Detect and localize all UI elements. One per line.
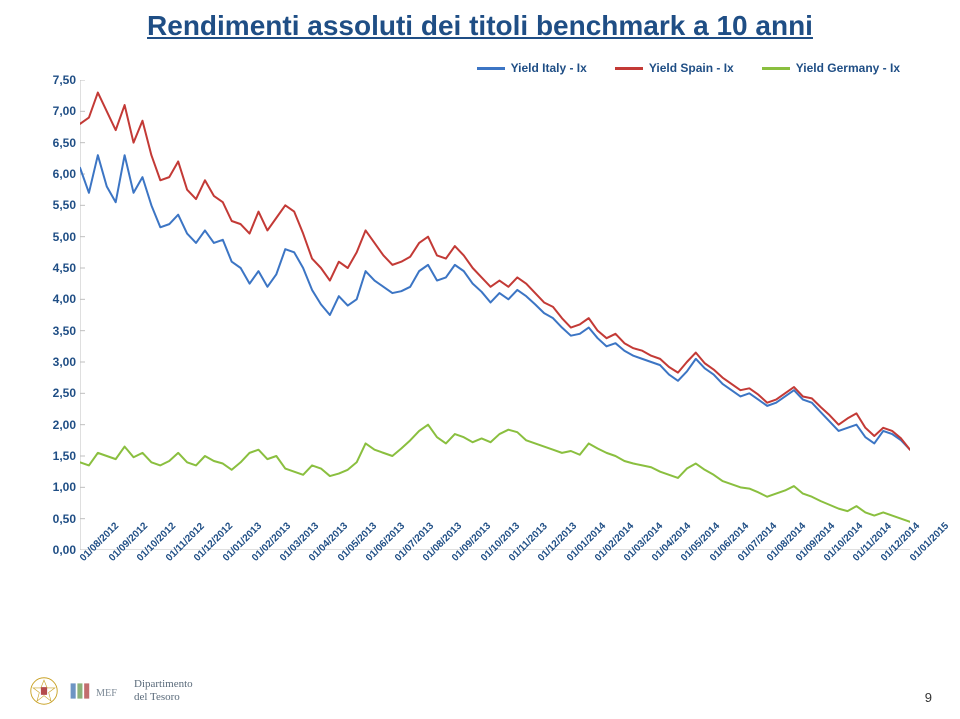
legend: Yield Italy - Ix Yield Spain - Ix Yield … [477, 56, 900, 80]
x-tick-label: 01/07/2014 [736, 556, 744, 564]
x-tick-label: 01/08/2013 [421, 556, 429, 564]
x-tick-label: 01/09/2012 [107, 556, 115, 564]
x-tick-label: 01/06/2013 [364, 556, 372, 564]
x-tick-label: 01/09/2013 [450, 556, 458, 564]
page-number: 9 [925, 690, 932, 705]
mef-logo-icon: MEF [70, 680, 122, 702]
mef-text: MEF [96, 688, 117, 699]
x-tick-label: 01/08/2012 [78, 556, 86, 564]
x-tick-label: 01/04/2013 [307, 556, 315, 564]
legend-item-spain: Yield Spain - Ix [615, 61, 734, 75]
footer: MEF Dipartimento del Tesoro [30, 677, 193, 705]
series-line [80, 425, 910, 522]
y-tick-label: 1,50 [53, 449, 76, 463]
x-tick-label: 01/05/2014 [679, 556, 687, 564]
y-tick-label: 3,00 [53, 355, 76, 369]
x-tick-label: 01/10/2014 [822, 556, 830, 564]
x-tick-label: 01/09/2014 [794, 556, 802, 564]
x-tick-label: 01/12/2013 [536, 556, 544, 564]
x-tick-label: 01/12/2012 [192, 556, 200, 564]
y-tick-label: 0,50 [53, 512, 76, 526]
x-tick-label: 01/11/2012 [164, 556, 172, 564]
plot-area [80, 80, 910, 550]
y-tick-label: 6,00 [53, 167, 76, 181]
legend-swatch-germany [762, 67, 790, 70]
page-title: Rendimenti assoluti dei titoli benchmark… [40, 10, 920, 42]
y-tick-label: 6,50 [53, 136, 76, 150]
x-tick-label: 01/03/2014 [622, 556, 630, 564]
slide: Rendimenti assoluti dei titoli benchmark… [0, 0, 960, 719]
x-axis-labels: 01/08/2012 01/09/2012 01/10/2012 01/11/2012… [80, 550, 910, 616]
legend-item-germany: Yield Germany - Ix [762, 61, 900, 75]
y-tick-label: 1,00 [53, 480, 76, 494]
y-tick-label: 4,50 [53, 261, 76, 275]
x-tick-label: 01/05/2013 [336, 556, 344, 564]
y-tick-label: 7,50 [53, 73, 76, 87]
x-tick-label: 01/12/2014 [879, 556, 887, 564]
x-tick-label: 01/03/2013 [278, 556, 286, 564]
legend-label-italy: Yield Italy - Ix [511, 61, 587, 75]
x-tick-label: 01/10/2012 [135, 556, 143, 564]
x-tick-label: 01/01/2015 [908, 556, 916, 564]
legend-label-spain: Yield Spain - Ix [649, 61, 734, 75]
x-tick-label: 01/11/2013 [507, 556, 515, 564]
x-tick-label: 01/04/2014 [650, 556, 658, 564]
y-tick-label: 7,00 [53, 104, 76, 118]
y-tick-label: 2,00 [53, 418, 76, 432]
y-axis-labels: 0,000,501,001,502,002,503,003,504,004,50… [40, 80, 76, 550]
legend-swatch-spain [615, 67, 643, 70]
y-tick-label: 3,50 [53, 324, 76, 338]
footer-text: Dipartimento del Tesoro [134, 678, 193, 703]
x-tick-label: 01/11/2014 [851, 556, 859, 564]
x-tick-label: 01/02/2014 [593, 556, 601, 564]
footer-dept: Dipartimento [134, 678, 193, 691]
series-line [80, 155, 910, 450]
x-tick-label: 01/08/2014 [765, 556, 773, 564]
x-tick-label: 01/01/2014 [565, 556, 573, 564]
yield-chart: Yield Italy - Ix Yield Spain - Ix Yield … [40, 56, 920, 616]
x-tick-label: 01/02/2013 [250, 556, 258, 564]
x-tick-label: 01/07/2013 [393, 556, 401, 564]
y-tick-label: 0,00 [53, 543, 76, 557]
x-tick-label: 01/06/2014 [708, 556, 716, 564]
y-tick-label: 5,50 [53, 198, 76, 212]
legend-label-germany: Yield Germany - Ix [796, 61, 900, 75]
x-tick-label: 01/01/2013 [221, 556, 229, 564]
footer-sub: del Tesoro [134, 691, 193, 704]
legend-swatch-italy [477, 67, 505, 70]
y-tick-label: 4,00 [53, 292, 76, 306]
y-tick-label: 2,50 [53, 386, 76, 400]
y-tick-label: 5,00 [53, 230, 76, 244]
x-tick-label: 01/10/2013 [479, 556, 487, 564]
italy-emblem-icon [30, 677, 58, 705]
legend-item-italy: Yield Italy - Ix [477, 61, 587, 75]
